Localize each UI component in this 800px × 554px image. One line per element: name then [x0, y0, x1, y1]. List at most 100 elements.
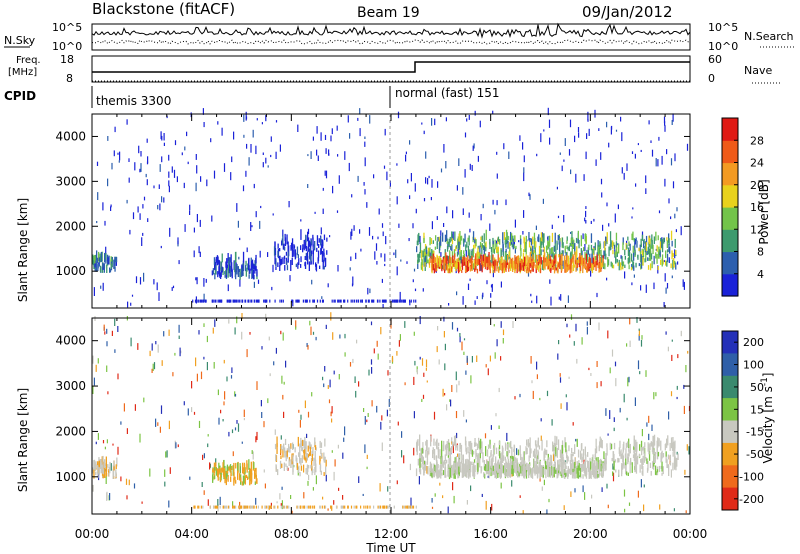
echo-mark [618, 243, 620, 254]
echo-mark [502, 251, 505, 257]
freq-panel [91, 55, 691, 83]
echo-mark [663, 302, 665, 307]
echo-mark [513, 445, 516, 457]
echo-mark [238, 269, 240, 272]
echo-mark [631, 282, 633, 286]
echo-mark [574, 488, 576, 493]
echo-mark [391, 355, 394, 363]
echo-mark [486, 280, 488, 285]
echo-mark [519, 240, 522, 251]
echo-mark [452, 441, 454, 448]
echo-mark [417, 234, 419, 246]
echo-mark [677, 453, 679, 460]
echo-mark [557, 353, 559, 360]
echo-mark [110, 463, 112, 471]
echo-mark [628, 376, 630, 383]
echo-mark [296, 505, 298, 509]
echo-mark [279, 299, 281, 303]
echo-mark [540, 133, 542, 143]
echo-mark [428, 262, 431, 266]
echo-mark [570, 169, 572, 175]
echo-mark [623, 393, 625, 403]
echo-mark [492, 448, 495, 457]
echo-mark [635, 183, 637, 187]
echo-mark [331, 507, 333, 511]
echo-mark [640, 440, 643, 452]
echo-mark [658, 246, 660, 254]
echo-mark [539, 237, 542, 248]
freq-label-1: Freq. [16, 55, 41, 66]
echo-mark [622, 261, 625, 267]
freq-series [92, 61, 690, 73]
echo-mark [537, 236, 539, 242]
echo-mark [525, 446, 527, 455]
echo-mark [237, 423, 240, 432]
echo-mark [161, 196, 163, 203]
echo-mark [310, 254, 312, 262]
echo-mark [429, 252, 431, 259]
echo-mark [426, 440, 428, 451]
echo-mark [558, 296, 560, 300]
echo-mark [550, 247, 553, 255]
echo-mark [532, 390, 534, 399]
echo-mark [423, 464, 426, 473]
echo-mark [504, 456, 506, 461]
echo-mark [559, 373, 561, 377]
echo-mark [655, 231, 657, 241]
echo-mark [309, 251, 311, 260]
echo-mark [520, 461, 522, 468]
echo-mark [602, 462, 604, 472]
echo-mark [465, 257, 467, 266]
echo-mark [102, 282, 104, 291]
echo-mark [331, 299, 333, 303]
echo-mark [564, 245, 566, 254]
echo-mark [445, 474, 447, 478]
echo-mark [291, 248, 294, 258]
echo-mark [629, 251, 631, 263]
echo-mark [668, 233, 670, 243]
echo-mark [549, 279, 551, 284]
echo-mark [251, 270, 253, 279]
echo-mark [97, 433, 99, 440]
echo-mark [107, 178, 109, 187]
colorbar-swatch [722, 118, 738, 141]
echo-mark [683, 405, 685, 414]
echo-mark [503, 143, 505, 150]
echo-mark [279, 248, 281, 252]
echo-mark [469, 470, 471, 478]
echo-mark [252, 505, 254, 509]
echo-mark [126, 199, 128, 204]
echo-mark [323, 248, 325, 254]
echo-mark [535, 241, 537, 248]
echo-mark [670, 469, 672, 478]
echo-mark [609, 442, 611, 451]
echo-mark [283, 381, 285, 385]
echo-mark [244, 475, 246, 485]
echo-mark [492, 254, 494, 264]
echo-mark [327, 508, 329, 511]
echo-mark [434, 118, 436, 126]
echo-mark [431, 249, 433, 260]
echo-mark [463, 253, 465, 257]
echo-mark [676, 396, 678, 400]
echo-mark [100, 462, 102, 467]
echo-mark [324, 170, 326, 176]
echo-mark [555, 445, 557, 457]
echo-mark [645, 242, 647, 252]
echo-mark [392, 299, 394, 303]
echo-mark [378, 208, 380, 215]
echo-mark [270, 154, 272, 158]
echo-mark [657, 235, 659, 241]
echo-mark [619, 407, 621, 413]
echo-mark [114, 256, 116, 267]
echo-mark [444, 257, 446, 265]
echo-mark [598, 260, 600, 270]
echo-mark [440, 456, 442, 466]
echo-mark [103, 263, 105, 273]
echo-mark [97, 358, 99, 364]
echo-mark [674, 249, 676, 259]
echo-mark [426, 380, 428, 383]
echo-mark [307, 345, 309, 350]
echo-mark [575, 173, 577, 183]
echo-mark [466, 465, 468, 472]
